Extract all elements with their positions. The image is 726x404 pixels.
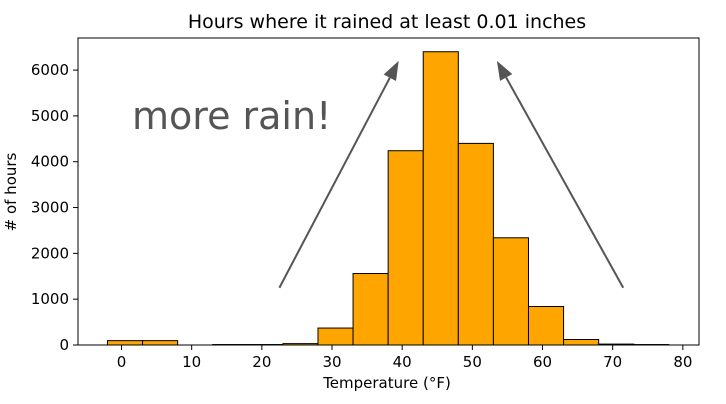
chart-title: Hours where it rained at least 0.01 inch… [188,11,586,33]
y-axis-label: # of hours [2,152,20,231]
x-tick-label: 0 [117,353,127,371]
histogram-bar [142,340,179,346]
histogram-bar [457,142,494,346]
x-axis-label: Temperature (°F) [322,374,451,392]
x-tick-label: 30 [322,353,341,371]
histogram-bar [317,327,354,346]
y-tick-label: 4000 [31,153,69,171]
annotations-group: more rain! [132,60,625,289]
x-tick-label: 70 [603,353,622,371]
y-tick-label: 1000 [31,290,69,308]
y-tick-label: 2000 [31,244,69,262]
x-tick-label: 40 [393,353,412,371]
histogram-bar [387,150,424,346]
x-tick-label: 50 [463,353,482,371]
plot-frame [77,37,700,346]
x-axis-ticks: 0 10 20 30 40 50 60 70 80 [117,345,692,371]
histogram-bar [527,306,565,346]
histogram-bar [106,340,144,346]
bars-group [106,51,670,346]
x-tick-label: 80 [673,353,692,371]
y-tick-label: 5000 [31,107,69,125]
x-tick-label: 20 [252,353,271,371]
y-tick-label: 6000 [31,61,69,79]
y-tick-label: 3000 [31,199,69,217]
annotation-arrow-shaft [505,77,625,289]
histogram-bar [422,51,459,346]
annotation-arrow-head [496,60,513,81]
annotation-text: more rain! [132,94,331,138]
histogram-bar [563,339,600,346]
annotation-arrow-shaft [278,77,391,289]
histogram-bar [352,273,389,346]
x-tick-label: 10 [182,353,201,371]
y-axis-ticks: 0 1000 2000 3000 4000 5000 6000 [31,61,78,354]
histogram-bar [492,237,529,346]
y-tick-label: 0 [59,336,69,354]
x-tick-label: 60 [533,353,552,371]
annotation-arrow-head [383,60,399,81]
